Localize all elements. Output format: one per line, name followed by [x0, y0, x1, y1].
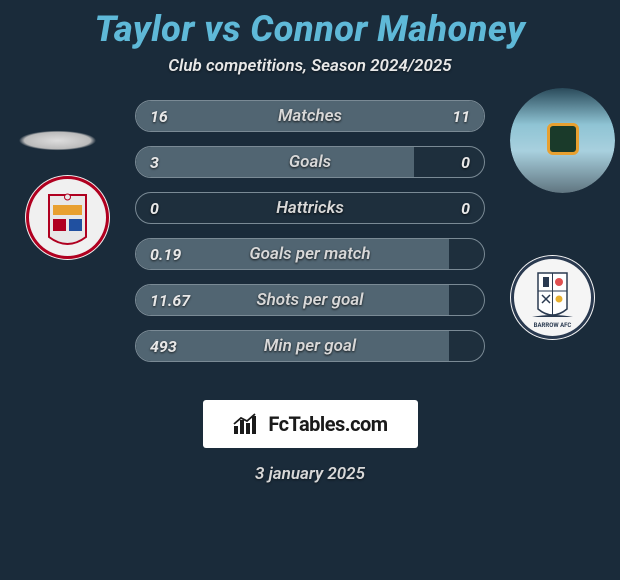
stat-label: Shots per goal: [257, 290, 364, 310]
club-badge-left: [25, 175, 110, 260]
crest-left-icon: [25, 175, 110, 260]
club-badge-right: BARROW AFC: [510, 255, 595, 340]
stat-value-left: 3: [150, 153, 159, 172]
stat-label: Matches: [278, 106, 342, 126]
brand-badge: FcTables.com: [203, 400, 418, 448]
stat-row: 0 Hattricks 0: [135, 192, 485, 224]
stat-value-left: 0.19: [150, 245, 181, 264]
stat-row: 16 Matches 11: [135, 100, 485, 132]
stats-area: BARROW AFC 16Matches113Goals00Hattricks0…: [0, 100, 620, 380]
comparison-bars: 16 Matches 11 3 Goals 0 0 Hattricks 0 0.19 Goals p…: [135, 100, 485, 376]
crest-right-icon: BARROW AFC: [510, 255, 595, 340]
stat-value-right: 0: [461, 199, 470, 218]
stat-label: Goals: [289, 152, 331, 172]
stat-row: 493 Min per goal: [135, 330, 485, 362]
stat-label: Goals per match: [249, 244, 370, 264]
page-title: Taylor vs Connor Mahoney: [0, 0, 620, 50]
stat-value-left: 16: [150, 107, 168, 126]
player-photo-right: [510, 88, 615, 193]
subtitle: Club competitions, Season 2024/2025: [0, 56, 620, 76]
stat-label: Hattricks: [276, 198, 344, 218]
brand-text: FcTables.com: [268, 412, 387, 436]
stat-value-left: 11.67: [150, 291, 190, 310]
stat-value-right: 11: [452, 107, 470, 126]
stat-row: 3 Goals 0: [135, 146, 485, 178]
player-shirt-icon: [510, 88, 615, 193]
stat-value-left: 493: [150, 337, 177, 356]
brand-logo-icon: [232, 412, 262, 436]
bar-fill-left: [136, 147, 414, 177]
stat-value-right: 0: [461, 153, 470, 172]
stat-label: Min per goal: [264, 336, 356, 356]
date-label: 3 january 2025: [0, 464, 620, 484]
stat-row: 11.67 Shots per goal: [135, 284, 485, 316]
stat-value-left: 0: [150, 199, 159, 218]
stat-row: 0.19 Goals per match: [135, 238, 485, 270]
svg-text:BARROW AFC: BARROW AFC: [534, 322, 572, 329]
